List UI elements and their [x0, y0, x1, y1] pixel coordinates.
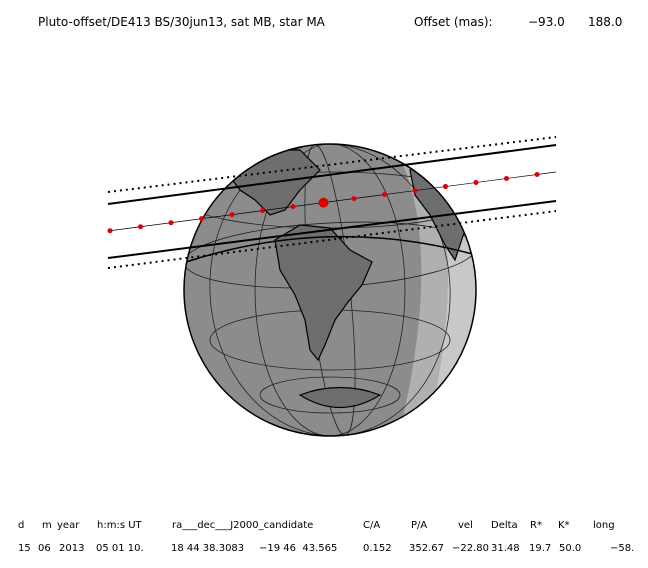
shadow-path: [107, 136, 557, 269]
path-dot: [229, 212, 235, 218]
path-dots: [107, 172, 540, 234]
path-dot: [260, 208, 265, 214]
cell: −58.: [610, 543, 634, 554]
cell: 31.48: [491, 543, 520, 554]
path-dot: [534, 172, 540, 178]
path-dot: [412, 188, 418, 194]
path-dot: [443, 184, 448, 190]
offset-label: Offset (mas):: [414, 15, 493, 29]
path-dot: [138, 224, 143, 230]
path-dot: [107, 228, 113, 234]
col-header: C/A: [363, 520, 380, 531]
path-dot: [382, 192, 387, 198]
col-header: K*: [558, 520, 570, 531]
col-header: d: [18, 520, 24, 531]
path-dot: [504, 176, 509, 182]
offset-value: −93.0: [528, 15, 565, 29]
col-header: vel: [458, 520, 473, 531]
title: Pluto-offset/DE413 BS/30jun13, sat MB, s…: [38, 15, 326, 29]
cell: 05 01 10.: [96, 543, 144, 554]
cell: 18 44 38.3083: [171, 543, 244, 554]
col-header: P/A: [411, 520, 427, 531]
cell: −22.80: [452, 543, 489, 554]
col-header: h:m:s UT: [97, 520, 143, 531]
path-dot: [351, 196, 357, 202]
path-dot: [473, 180, 479, 186]
cell: 0.152: [363, 543, 392, 554]
cell: 19.7: [529, 543, 551, 554]
cell: 15: [18, 543, 31, 554]
offset-value: 188.0: [588, 15, 622, 29]
path-dot: [318, 197, 329, 208]
path-dot: [290, 204, 296, 210]
globe: [183, 143, 477, 437]
col-header: year: [57, 520, 80, 531]
cell: 352.67: [409, 543, 444, 554]
cell: −19 46 43.565: [259, 543, 337, 554]
col-header: ra___dec___J2000_candidate: [172, 520, 313, 531]
col-header: long: [593, 520, 615, 531]
col-header: m: [42, 520, 52, 531]
col-header: Delta: [491, 520, 518, 531]
col-header: R*: [530, 520, 542, 531]
cell: 2013: [59, 543, 84, 554]
cell: 50.0: [559, 543, 581, 554]
path-dot: [168, 220, 174, 226]
path-dot: [199, 216, 204, 222]
cell: 06: [38, 543, 51, 554]
